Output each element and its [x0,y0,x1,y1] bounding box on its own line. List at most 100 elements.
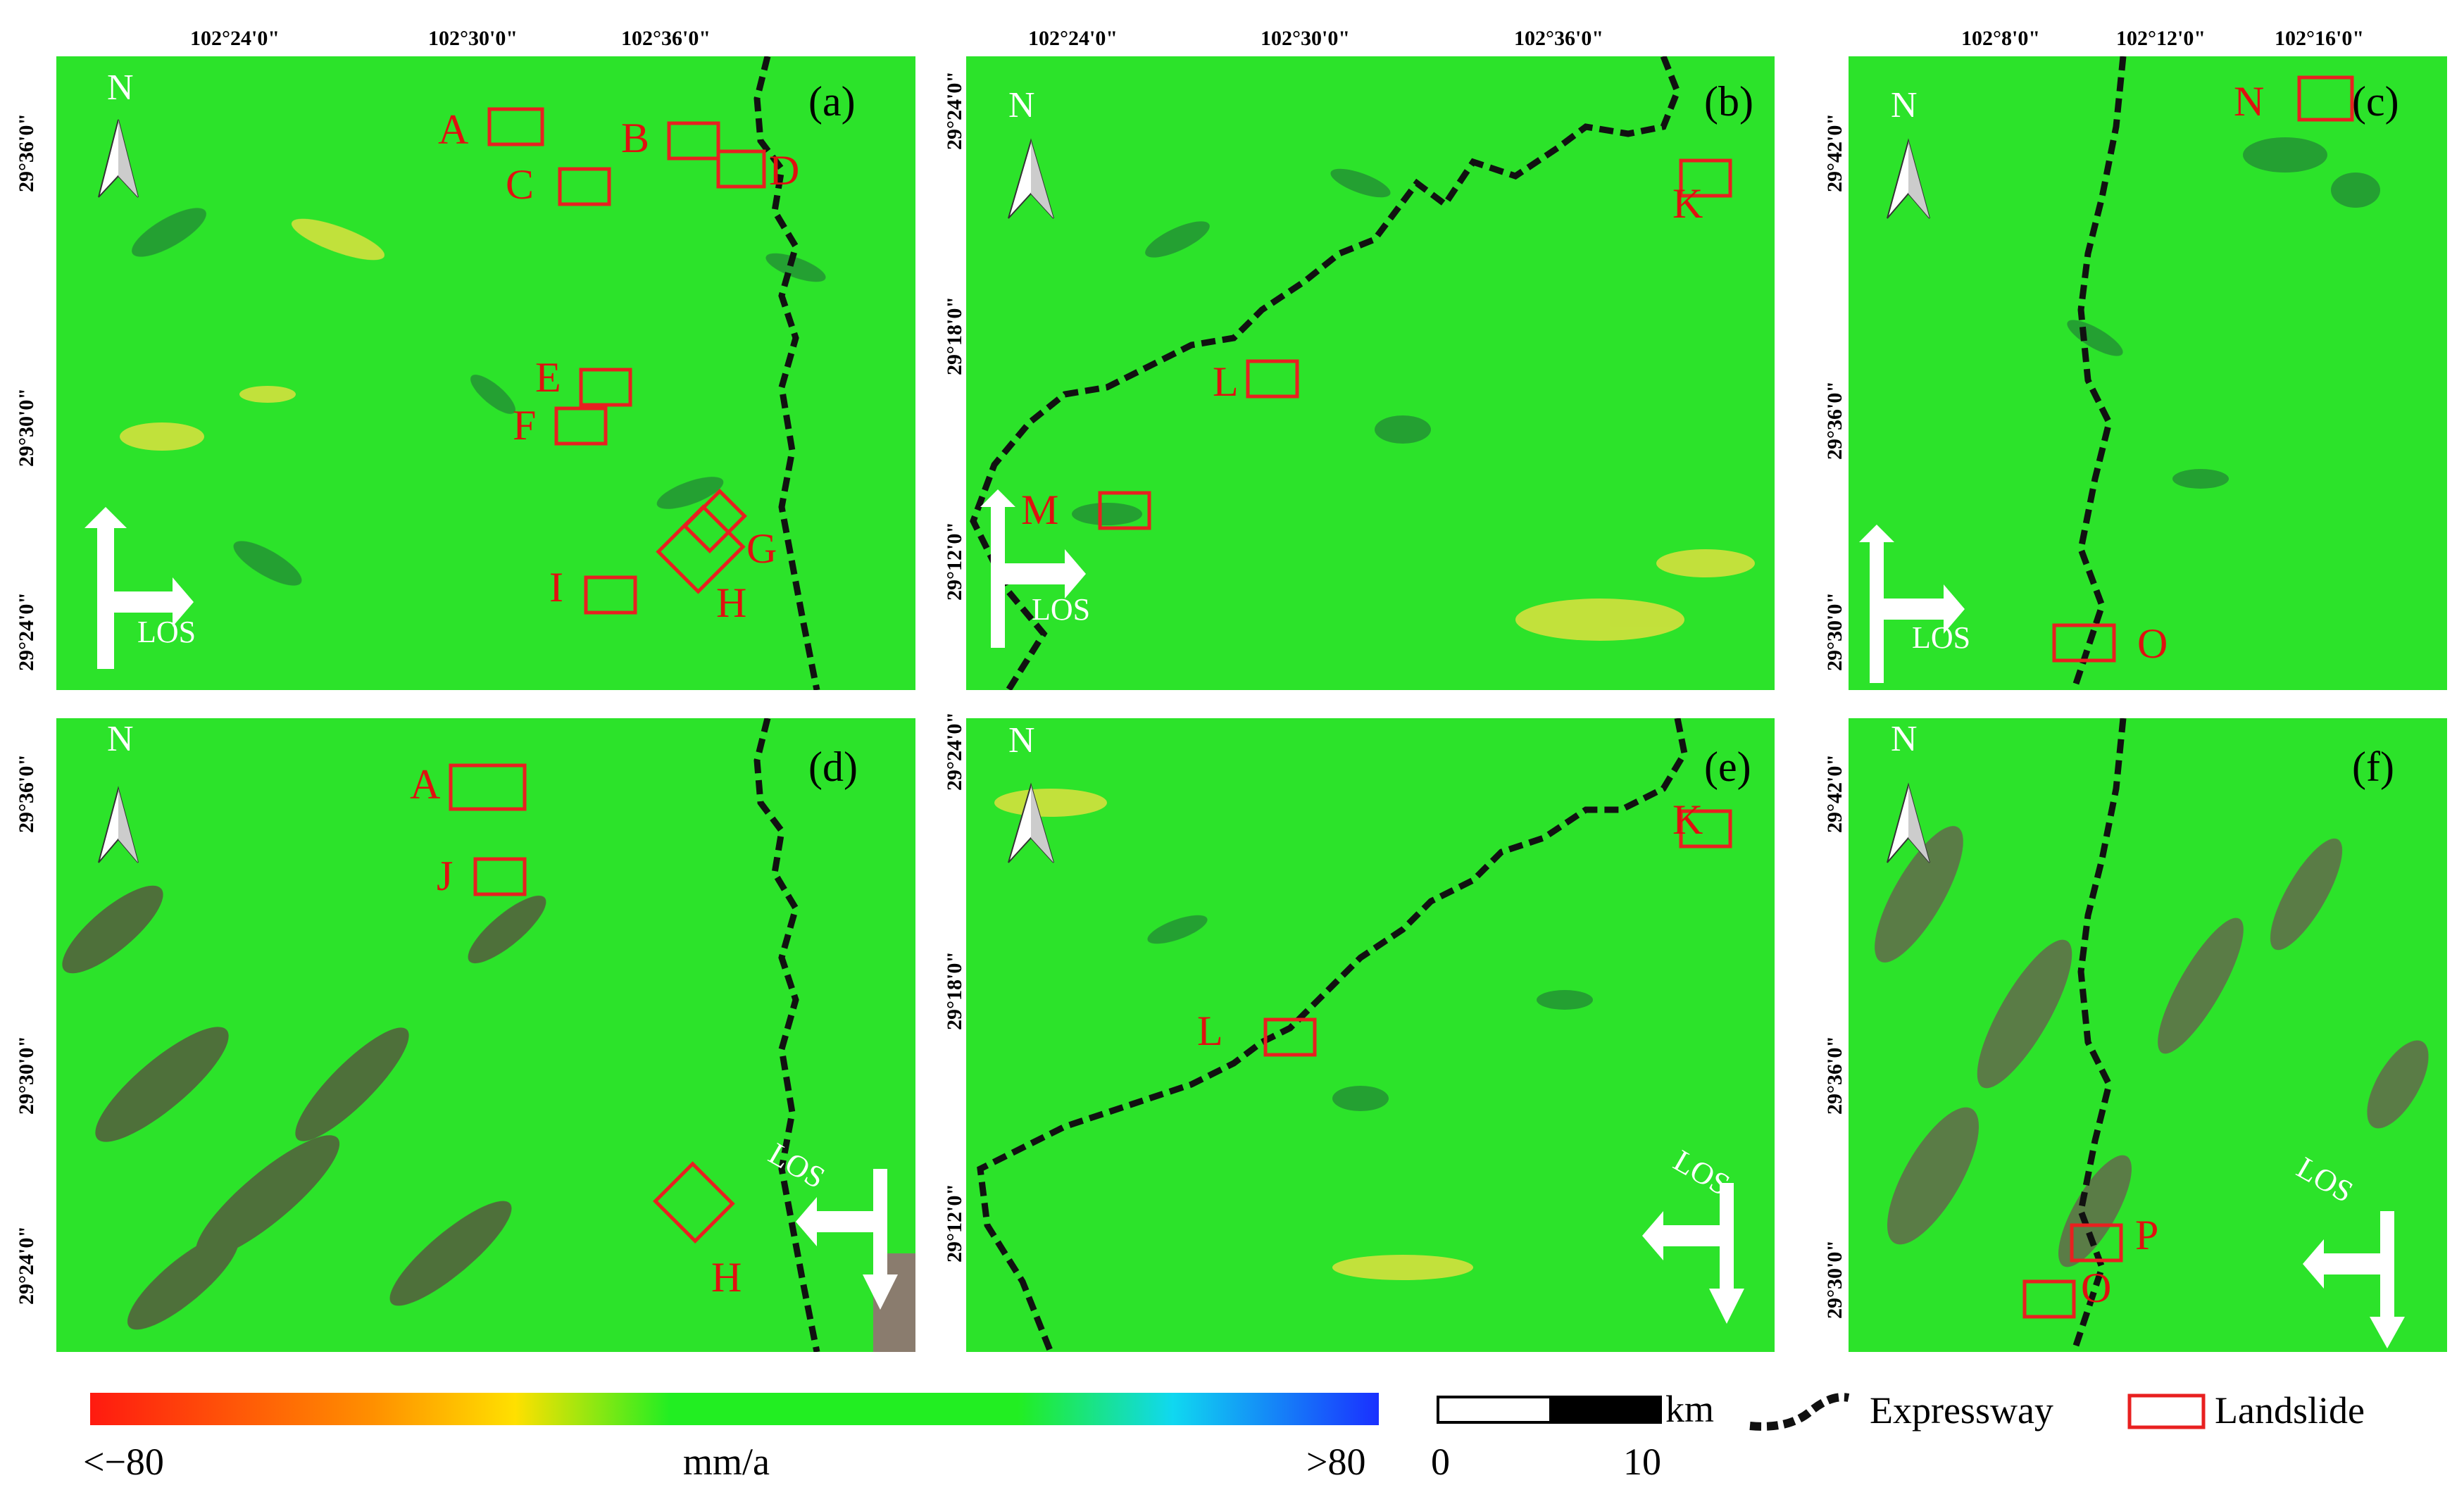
landslide-label-l: L [1213,358,1239,405]
colorbar-unit: mm/a [683,1441,770,1483]
y-tick: 29°30'0" [1823,592,1846,671]
landslide-label-k: K [1672,180,1703,227]
y-tick: 29°36'0" [15,754,38,833]
x-tick: 102°16'0" [2275,27,2364,50]
x-tick: 102°36'0" [1514,27,1603,50]
los-label: LOS [1912,620,1971,655]
y-tick: 29°42'0" [1823,754,1846,833]
landslide-box-e [579,368,632,407]
landslide-box-m [1098,491,1151,530]
y-tick: 29°30'0" [15,1036,38,1115]
landslide-label-m: M [1021,487,1059,533]
expressway-line [977,718,1688,1352]
y-tick: 29°36'0" [15,113,38,192]
landslide-label-d: D [769,147,800,194]
panel-tag: (d) [808,744,858,790]
landslide-label-c: C [506,161,534,208]
y-tick: 29°24'0" [943,71,966,150]
north-arrow-icon [98,119,139,198]
y-tick: 29°42'0" [1823,113,1846,192]
los-label: LOS [1032,592,1091,627]
y-tick: 29°24'0" [943,712,966,791]
landslide-label-j: J [437,853,454,899]
expressway-line [2070,56,2127,690]
y-tick: 29°18'0" [943,951,966,1030]
x-tick: 102°30'0" [1261,27,1350,50]
landslide-box-d [716,149,766,189]
landslide-box-k [1679,158,1732,198]
x-tick: 102°30'0" [428,27,518,50]
expressway-line [753,718,820,1352]
landslide-box-i [584,575,637,615]
y-tick: 29°30'0" [15,388,38,467]
landslide-label-a: A [438,106,469,153]
landslide-box-a [449,763,527,811]
y-tick: 29°18'0" [943,296,966,375]
north-label: N [107,719,134,759]
map-frame [966,718,1775,1352]
y-tick: 29°30'0" [1823,1240,1846,1319]
panel-a: 102°24'0" 102°30'0" 102°36'0" 29°36'0" 2… [0,0,930,704]
expressway-line [753,56,820,690]
landslide-box-a [487,107,544,146]
landslide-label-k: K [1672,796,1703,843]
colorbar [90,1393,1379,1425]
x-tick: 102°12'0" [2116,27,2206,50]
map-frame [966,56,1775,690]
los-arrow-icon [796,1169,898,1310]
panel-b: 102°24'0" 102°30'0" 102°36'0" 29°24'0" 2… [930,0,1810,704]
legend: <−80 mm/a >80 km 0 10 Expressway Landsli… [0,1373,2464,1497]
scale-bar [1437,1396,1662,1424]
panel-tag: (e) [1704,744,1751,790]
los-arrow-icon [1642,1183,1744,1324]
x-tick: 102°24'0" [190,27,280,50]
x-tick: 102°36'0" [621,27,711,50]
north-label: N [1891,719,1918,759]
panel-e: 29°24'0" 29°18'0" 29°12'0" (e) N LOS K L [930,704,1810,1366]
y-tick: 29°24'0" [15,592,38,671]
landslide-label-i: I [549,564,563,610]
landslide-label-a: A [410,761,441,808]
colorbar-max: >80 [1306,1441,1366,1483]
map-frame [1849,56,2447,690]
north-label: N [1008,720,1035,760]
scale-unit: km [1665,1388,1715,1430]
landslide-box-j [473,857,527,896]
landslide-label-g: G [746,525,777,572]
los-arrow-icon [980,489,1086,648]
landslide-label-h: H [716,580,747,626]
north-arrow-icon [1008,782,1054,863]
landslide-box-n [2297,75,2354,122]
landslide-box-icon [2127,1393,2206,1429]
y-tick: 29°36'0" [1823,1036,1846,1115]
scale-start: 0 [1431,1441,1450,1483]
landslide-box-l [1263,1017,1317,1057]
north-arrow-icon [1887,782,1930,863]
los-arrow-icon [85,507,194,669]
landslide-label-b: B [621,115,650,161]
landslide-box-h [656,504,746,594]
los-arrow-icon [1859,525,1965,683]
panel-c: 102°8'0" 102°12'0" 102°16'0" 29°42'0" 29… [1810,0,2464,704]
north-label: N [1891,85,1918,125]
y-tick: 29°12'0" [943,522,966,601]
scale-end: 10 [1623,1441,1661,1483]
expressway-legend-label: Expressway [1870,1389,2053,1432]
panel-f: 29°42'0" 29°36'0" 29°30'0" (f) N LOS P O [1810,704,2464,1366]
map-frame [1849,718,2447,1352]
landslide-box-b [667,121,720,161]
map-frame [56,718,915,1352]
landslide-label-e: E [535,354,561,401]
north-arrow-icon [1887,138,1930,219]
landslide-label-p: P [2135,1212,2159,1258]
y-tick: 29°36'0" [1823,381,1846,460]
landslide-legend-label: Landslide [2215,1389,2365,1432]
landslide-box-c [558,167,611,206]
x-tick: 102°24'0" [1028,27,1118,50]
panel-d: 29°36'0" 29°30'0" 29°24'0" (d) N LOS [0,704,930,1366]
los-arrow-icon [2303,1211,2405,1348]
panel-tag: (b) [1704,78,1753,125]
landslide-label-f: F [513,402,537,449]
panel-tag: (a) [808,78,856,125]
map-frame [56,56,915,690]
